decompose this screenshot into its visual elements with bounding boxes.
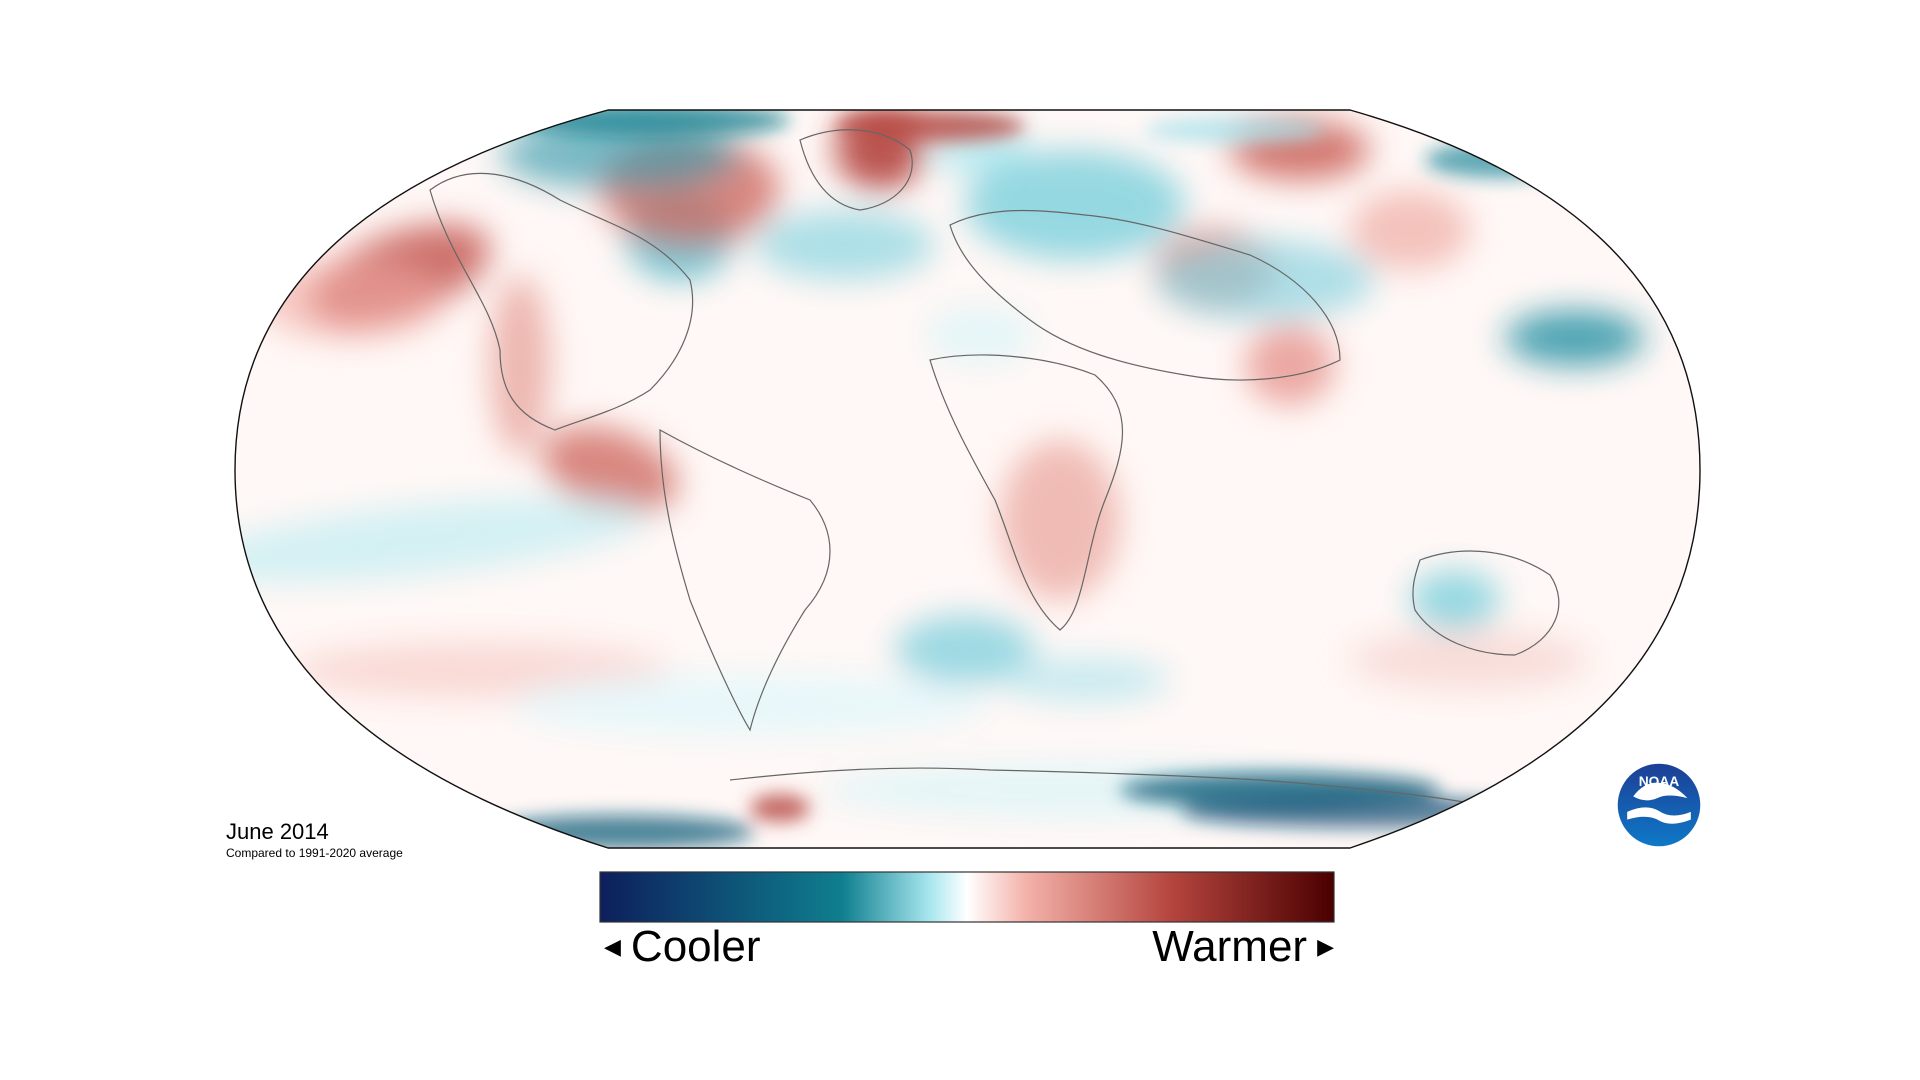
cooler-label: Cooler — [630, 922, 761, 971]
legend-colorbar — [599, 871, 1335, 923]
date-label: June 2014 — [226, 819, 329, 844]
left-triangle-icon: ◀ — [604, 934, 621, 959]
warmer-label: Warmer — [1152, 922, 1308, 971]
date-block: June 2014 Compared to 1991-2020 average — [226, 819, 403, 861]
noaa-logo-icon: NOAA — [1617, 763, 1701, 847]
noaa-text: NOAA — [1639, 774, 1680, 789]
map-border — [234, 109, 1701, 849]
comparison-label: Compared to 1991-2020 average — [226, 846, 403, 861]
map-field — [235, 110, 1700, 848]
right-triangle-icon: ▶ — [1317, 934, 1334, 959]
coastlines — [429, 129, 1560, 806]
cooler-scale-label: ◀ Cooler — [604, 925, 761, 969]
warmer-scale-label: Warmer ▶ — [1152, 925, 1334, 969]
